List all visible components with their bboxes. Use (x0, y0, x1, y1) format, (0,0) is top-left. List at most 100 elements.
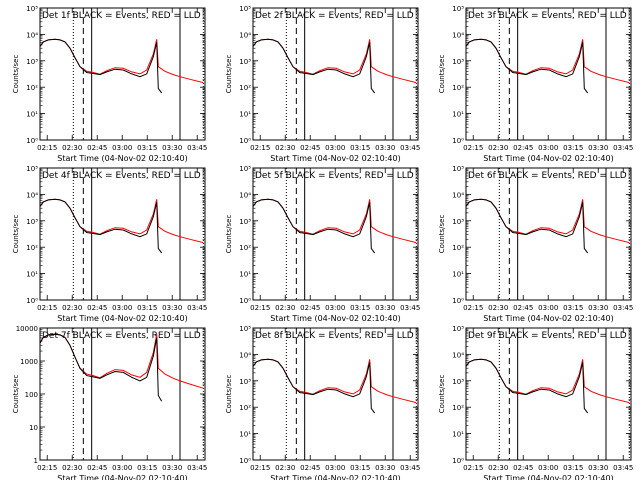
x-tick-label: 02:15 (463, 144, 483, 152)
y-axis-label: Counts/sec (438, 375, 446, 414)
y-tick-label: 10² (452, 244, 464, 252)
y-tick-label: 10⁰ (26, 297, 38, 305)
panel-title: Det 5f BLACK = Events, RED = LLD (255, 171, 414, 181)
x-tick-label: 03:30 (375, 464, 395, 472)
panel-title: Det 3f BLACK = Events, RED = LLD (468, 11, 627, 21)
y-tick-label: 10³ (452, 58, 464, 66)
x-tick-label: 03:30 (588, 144, 608, 152)
panel-det-6: Det 6f BLACK = Events, RED = LLD Counts/s… (438, 165, 633, 323)
panel-det-4: Det 4f BLACK = Events, RED = LLD Counts/s… (12, 165, 207, 323)
series-lld (253, 198, 417, 244)
x-axis-label: Start Time (04-Nov-02 02:10:40) (57, 154, 187, 163)
panel-title: Det 7f BLACK = Events, RED = LLD (42, 331, 201, 341)
y-tick-label: 10¹ (239, 431, 251, 439)
x-axis-label: Start Time (04-Nov-02 02:10:40) (270, 154, 400, 163)
y-tick-label: 10² (239, 244, 251, 252)
x-tick-label: 02:30 (275, 144, 295, 152)
x-axis-label: Start Time (04-Nov-02 02:10:40) (483, 474, 613, 480)
x-tick-label: 03:00 (538, 304, 558, 312)
y-tick-label: 100 (25, 391, 38, 399)
y-axis-label: Counts/sec (225, 215, 233, 254)
plot-area (253, 8, 417, 140)
y-tick-label: 10¹ (452, 431, 464, 439)
series-events (40, 333, 163, 402)
x-tick-label: 02:15 (250, 304, 270, 312)
y-axis-label: Counts/sec (12, 375, 20, 414)
panel-title: Det 8f BLACK = Events, RED = LLD (255, 331, 414, 341)
y-axis-label: Counts/sec (12, 215, 20, 254)
x-tick-label: 03:15 (350, 304, 370, 312)
x-tick-label: 02:45 (513, 304, 533, 312)
series-lld (253, 358, 417, 404)
x-tick-label: 03:00 (112, 304, 132, 312)
y-tick-label: 10⁰ (452, 297, 464, 305)
y-tick-label: 10⁴ (452, 351, 464, 359)
panel-det-3: Det 3f BLACK = Events, RED = LLD Counts/s… (438, 5, 633, 163)
y-tick-label: 10⁵ (452, 5, 464, 13)
x-tick-label: 02:45 (87, 304, 107, 312)
y-tick-label: 10⁰ (239, 457, 251, 465)
x-tick-label: 03:00 (112, 464, 132, 472)
panel-det-9: Det 9f BLACK = Events, RED = LLD Counts/s… (438, 325, 633, 480)
y-tick-label: 10¹ (239, 111, 251, 119)
y-tick-label: 10¹ (452, 271, 464, 279)
x-tick-label: 03:00 (538, 144, 558, 152)
series-lld (253, 38, 417, 84)
series-events (466, 198, 589, 254)
y-tick-label: 10 (29, 424, 38, 432)
x-tick-label: 03:30 (375, 304, 395, 312)
panel-det-7: Det 7f BLACK = Events, RED = LLD Counts/s… (12, 325, 207, 480)
plot-area (466, 328, 630, 460)
x-tick-label: 03:00 (325, 304, 345, 312)
x-tick-label: 03:15 (137, 144, 157, 152)
plot-area (253, 328, 417, 460)
y-tick-label: 10⁰ (239, 137, 251, 145)
x-tick-label: 03:15 (350, 144, 370, 152)
x-tick-label: 03:30 (588, 304, 608, 312)
panel-title: Det 2f BLACK = Events, RED = LLD (255, 11, 414, 21)
y-tick-label: 10³ (452, 378, 464, 386)
x-tick-label: 03:15 (350, 464, 370, 472)
x-tick-label: 02:30 (488, 464, 508, 472)
x-tick-label: 02:30 (62, 144, 82, 152)
y-axis-label: Counts/sec (225, 55, 233, 94)
y-tick-label: 10⁴ (452, 191, 464, 199)
series-events (466, 38, 589, 94)
series-lld (466, 38, 630, 84)
series-events (253, 358, 376, 414)
x-tick-label: 03:45 (400, 304, 420, 312)
x-tick-label: 03:45 (187, 464, 207, 472)
y-tick-label: 10² (26, 244, 38, 252)
x-tick-label: 03:15 (563, 144, 583, 152)
x-axis-label: Start Time (04-Nov-02 02:10:40) (57, 314, 187, 323)
y-tick-label: 10⁰ (452, 137, 464, 145)
y-tick-label: 10⁵ (452, 325, 464, 333)
x-tick-label: 03:45 (400, 464, 420, 472)
plot-area (40, 168, 204, 300)
panel-title: Det 4f BLACK = Events, RED = LLD (42, 171, 201, 181)
y-tick-label: 10⁵ (239, 165, 251, 173)
x-tick-label: 03:15 (563, 464, 583, 472)
panel-title: Det 9f BLACK = Events, RED = LLD (468, 331, 627, 341)
y-tick-label: 10⁵ (26, 165, 38, 173)
y-axis-label: Counts/sec (438, 215, 446, 254)
x-tick-label: 02:30 (275, 464, 295, 472)
y-tick-label: 10³ (26, 58, 38, 66)
x-tick-label: 02:45 (87, 464, 107, 472)
y-tick-label: 10² (26, 84, 38, 92)
y-tick-label: 10² (452, 404, 464, 412)
x-tick-label: 02:15 (463, 464, 483, 472)
x-tick-label: 03:45 (613, 144, 633, 152)
x-tick-label: 03:00 (112, 144, 132, 152)
y-tick-label: 10⁵ (239, 325, 251, 333)
series-lld (466, 198, 630, 244)
y-tick-label: 10¹ (452, 111, 464, 119)
panel-det-8: Det 8f BLACK = Events, RED = LLD Counts/s… (225, 325, 420, 480)
x-tick-label: 03:00 (325, 144, 345, 152)
y-axis-label: Counts/sec (12, 55, 20, 94)
y-tick-label: 10² (239, 84, 251, 92)
x-tick-label: 02:15 (37, 144, 57, 152)
y-tick-label: 10⁴ (239, 191, 251, 199)
series-lld (40, 333, 204, 389)
